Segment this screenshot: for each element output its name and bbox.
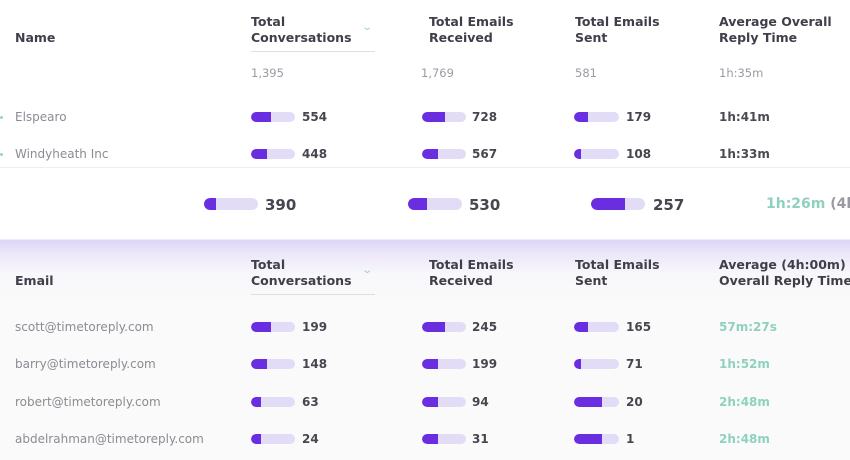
header-label-line2: Conversations	[251, 273, 352, 288]
column-header-conversations[interactable]: Total Conversations ⌄	[251, 257, 375, 297]
sent-bar	[574, 397, 619, 407]
column-header-sent[interactable]: Total Emails Sent	[575, 14, 660, 46]
reply-time-value: 1h:33m	[719, 147, 770, 161]
total-reply-time: 1h:35m	[719, 66, 764, 80]
conversations-bar	[251, 149, 295, 159]
conversations-bar	[251, 434, 295, 444]
conversations-value: 148	[302, 357, 328, 371]
row-divider	[0, 167, 850, 168]
summary-received-bar	[408, 198, 462, 210]
received-value: 199	[472, 357, 498, 371]
company-name[interactable]: Windyheath Inc	[15, 147, 109, 161]
header-label-line1: Average Overall	[719, 14, 832, 29]
conversations-value: 554	[302, 110, 328, 124]
summary-reply-target: (4h	[830, 196, 850, 212]
conversations-value: 24	[302, 432, 319, 446]
member-email[interactable]: abdelrahman@timetoreply.com	[15, 432, 204, 446]
received-bar	[422, 149, 466, 159]
sent-bar	[574, 112, 619, 122]
header-label-line1: Average (4h:00m)	[719, 257, 846, 272]
conversations-bar	[251, 112, 295, 122]
received-value: 31	[472, 432, 489, 446]
summary-reply-value: 1h:26m	[766, 196, 826, 212]
header-label-line2: Sent	[575, 30, 608, 45]
conversations-value: 199	[302, 320, 328, 334]
column-header-received[interactable]: Total Emails Received	[429, 14, 514, 46]
header-label-line2: Received	[429, 273, 493, 288]
received-value: 728	[472, 110, 498, 124]
company-name[interactable]: Elspearo	[15, 110, 67, 124]
summary-conversations-value: 390	[265, 196, 297, 214]
received-bar	[422, 397, 466, 407]
conversations-bar	[251, 359, 295, 369]
reply-time-value: 2h:48m	[719, 395, 770, 409]
header-label-line1: Total Emails	[575, 257, 660, 272]
received-bar	[422, 322, 466, 332]
received-bar	[422, 434, 466, 444]
sort-underline	[251, 294, 375, 295]
conversations-bar	[251, 397, 295, 407]
received-value: 567	[472, 147, 498, 161]
received-value: 94	[472, 395, 489, 409]
reply-time-value: 57m:27s	[719, 320, 777, 334]
header-label-line2: Overall Reply Time	[719, 273, 850, 288]
sent-value: 108	[626, 147, 652, 161]
header-label-line2: Received	[429, 30, 493, 45]
column-header-received[interactable]: Total Emails Received	[429, 257, 514, 289]
sent-bar	[574, 322, 619, 332]
total-sent: 581	[575, 66, 597, 80]
header-label-line2: Sent	[575, 273, 608, 288]
conversations-value: 63	[302, 395, 319, 409]
header-label-line1: Total	[251, 14, 286, 29]
chevron-down-icon[interactable]: ⌄	[361, 265, 374, 276]
total-received: 1,769	[421, 66, 454, 80]
member-email[interactable]: barry@timetoreply.com	[15, 357, 156, 371]
sort-underline	[251, 51, 375, 52]
sent-value: 20	[626, 395, 643, 409]
sent-bar	[574, 434, 619, 444]
received-value: 245	[472, 320, 498, 334]
column-header-conversations[interactable]: Total Conversations ⌄	[251, 14, 375, 54]
summary-reply-time: 1h:26m (4h	[766, 196, 850, 212]
summary-received-value: 530	[469, 196, 501, 214]
column-header-email[interactable]: Email	[15, 273, 54, 288]
header-label-line1: Total Emails	[429, 14, 514, 29]
sent-bar	[574, 149, 619, 159]
expand-dot-icon[interactable]	[0, 116, 3, 119]
sent-value: 71	[626, 357, 643, 371]
column-header-name[interactable]: Name	[15, 30, 56, 45]
sent-bar	[574, 359, 619, 369]
conversations-bar	[251, 322, 295, 332]
summary-conversations-bar	[204, 198, 258, 210]
received-bar	[422, 359, 466, 369]
column-header-sent[interactable]: Total Emails Sent	[575, 257, 660, 289]
column-header-reply-time[interactable]: Average Overall Reply Time	[719, 14, 832, 46]
summary-sent-bar	[591, 198, 645, 210]
expand-dot-icon[interactable]	[0, 153, 3, 156]
received-bar	[422, 112, 466, 122]
column-header-reply-time[interactable]: Average (4h:00m) Overall Reply Time	[719, 257, 850, 289]
sent-value: 179	[626, 110, 652, 124]
summary-sent-value: 257	[653, 196, 685, 214]
header-label-line2: Reply Time	[719, 30, 798, 45]
chevron-down-icon[interactable]: ⌄	[361, 22, 374, 33]
member-email[interactable]: robert@timetoreply.com	[15, 395, 161, 409]
conversations-value: 448	[302, 147, 328, 161]
header-label-line1: Total Emails	[429, 257, 514, 272]
member-email[interactable]: scott@timetoreply.com	[15, 320, 154, 334]
header-label-line1: Total Emails	[575, 14, 660, 29]
sent-value: 165	[626, 320, 652, 334]
sent-value: 1	[626, 432, 635, 446]
member-table: Email Total Conversations ⌄ Total Emails…	[0, 240, 850, 460]
total-conversations: 1,395	[251, 66, 284, 80]
reply-time-value: 1h:41m	[719, 110, 770, 124]
header-label-line1: Total	[251, 257, 286, 272]
header-label-line2: Conversations	[251, 30, 352, 45]
reply-time-value: 1h:52m	[719, 357, 770, 371]
reply-time-value: 2h:48m	[719, 432, 770, 446]
